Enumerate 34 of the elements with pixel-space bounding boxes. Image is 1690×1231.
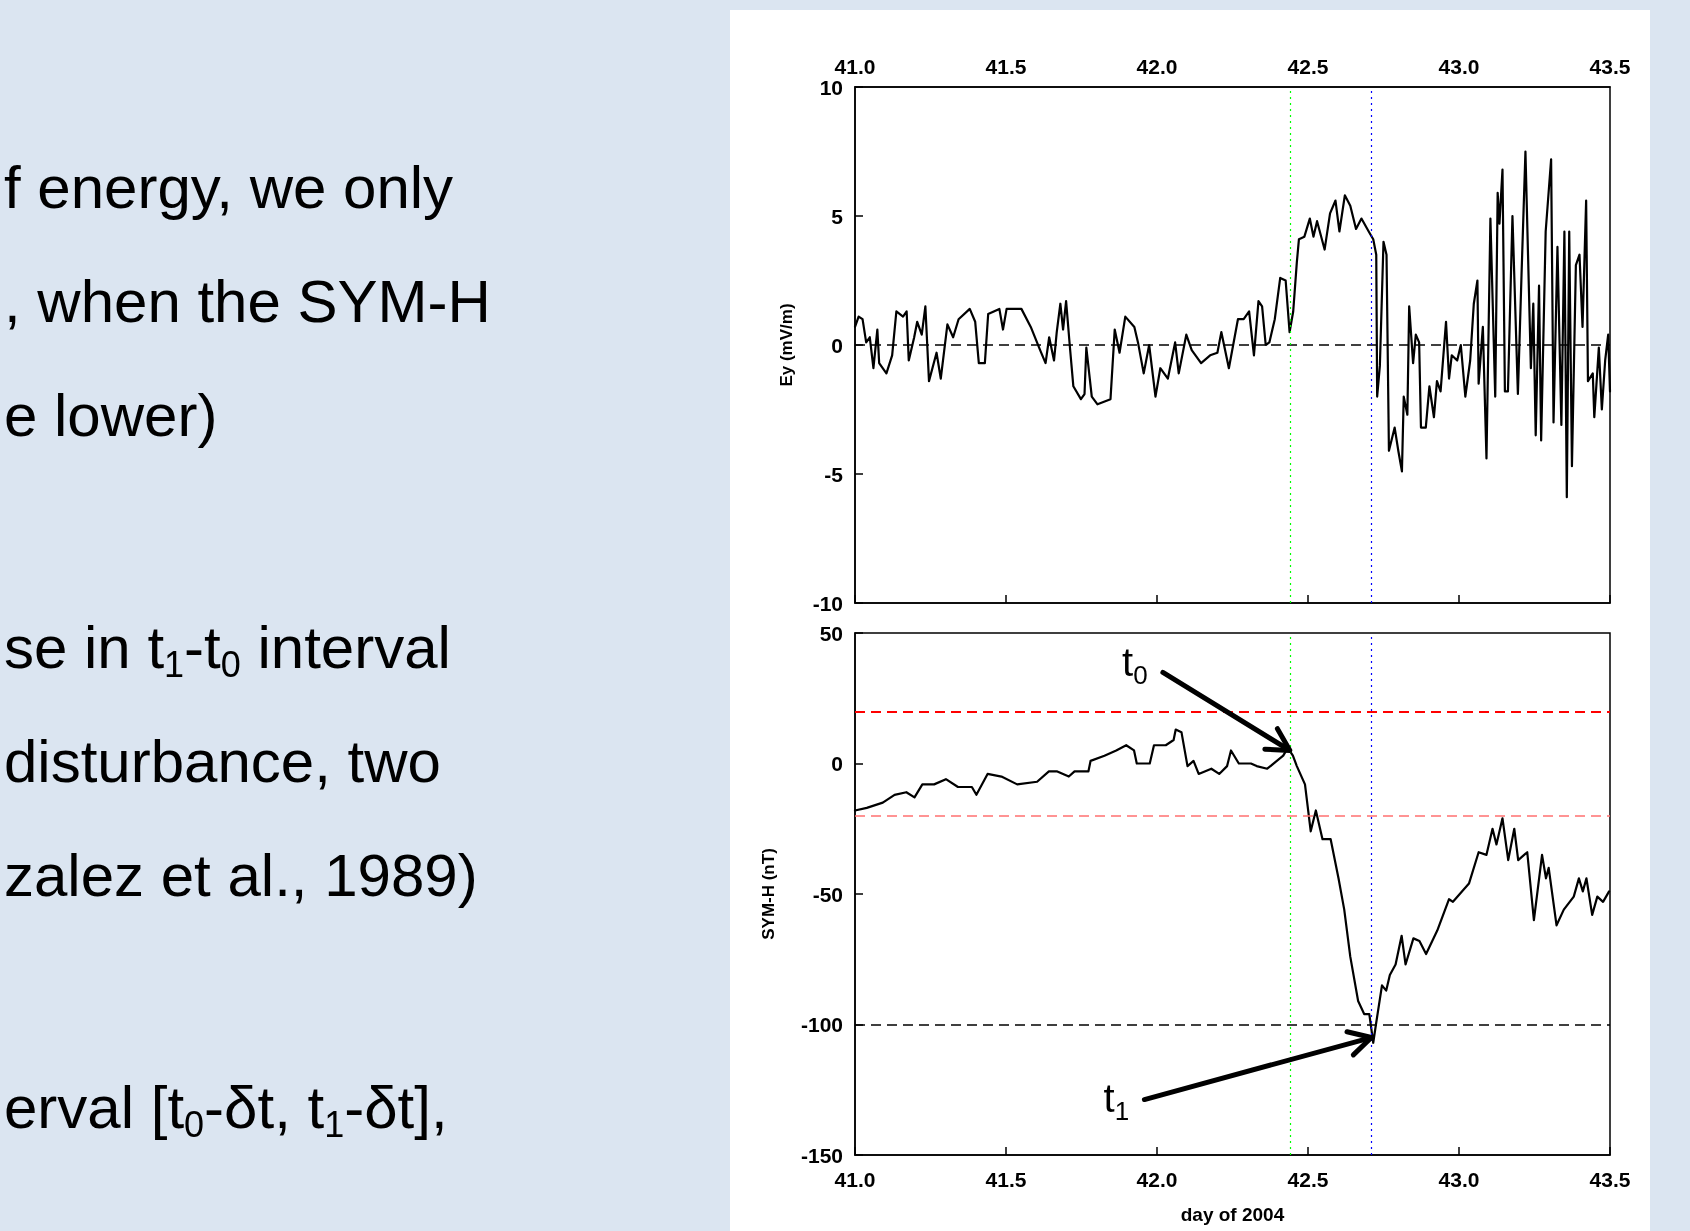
y-tick-label: -100 — [800, 1013, 843, 1036]
x-tick-label: 43.5 — [1589, 1168, 1631, 1191]
y-tick-label: -10 — [812, 591, 843, 615]
annotation: t$_{1}$ — [1103, 1075, 1130, 1126]
x-tick-label: 41.5 — [985, 55, 1027, 78]
y-tick-label: -5 — [824, 462, 844, 486]
annotation: t$_{0}$ — [1122, 640, 1148, 691]
text: zalez et al., 1989) — [4, 842, 478, 909]
x-tick-label: 41.5 — [985, 1168, 1027, 1191]
y-tick-label: 0 — [831, 752, 843, 775]
y-tick-label: 10 — [819, 75, 843, 99]
y-tick-label: 5 — [831, 204, 844, 228]
y-tick-label: -150 — [800, 1143, 843, 1167]
x-tick-label: 41.0 — [834, 55, 876, 78]
y-tick-label: -50 — [812, 882, 843, 906]
text: se in t$_{1}$-t$_{0}$ interval — [4, 614, 451, 685]
x-tick-label: 42.0 — [1136, 1168, 1178, 1191]
text: erval [t$_{0}$-δt, t$_{1}$-δt], — [4, 1074, 448, 1145]
text: , when the SYM-H — [4, 268, 491, 335]
x-tick-label: 41.0 — [834, 1168, 876, 1191]
text: e lower) — [4, 382, 218, 449]
text: disturbance, two — [4, 728, 441, 795]
x-tick-label: 43.5 — [1589, 55, 1631, 78]
text: f energy, we only — [4, 154, 454, 221]
x-tick-label: 43.0 — [1438, 55, 1480, 78]
y-tick-label: 0 — [831, 333, 843, 357]
x-tick-label: 43.0 — [1438, 1168, 1480, 1191]
y-axis-title: Ey (mV/m) — [777, 303, 796, 387]
x-tick-label: 42.5 — [1287, 55, 1329, 78]
x-axis-title: day of 2004 — [1180, 1204, 1285, 1225]
y-axis-title: SYM-H (nT) — [759, 848, 778, 940]
x-tick-label: 42.5 — [1287, 1168, 1329, 1191]
x-tick-label: 42.0 — [1136, 55, 1178, 78]
y-tick-label: 50 — [819, 621, 843, 645]
